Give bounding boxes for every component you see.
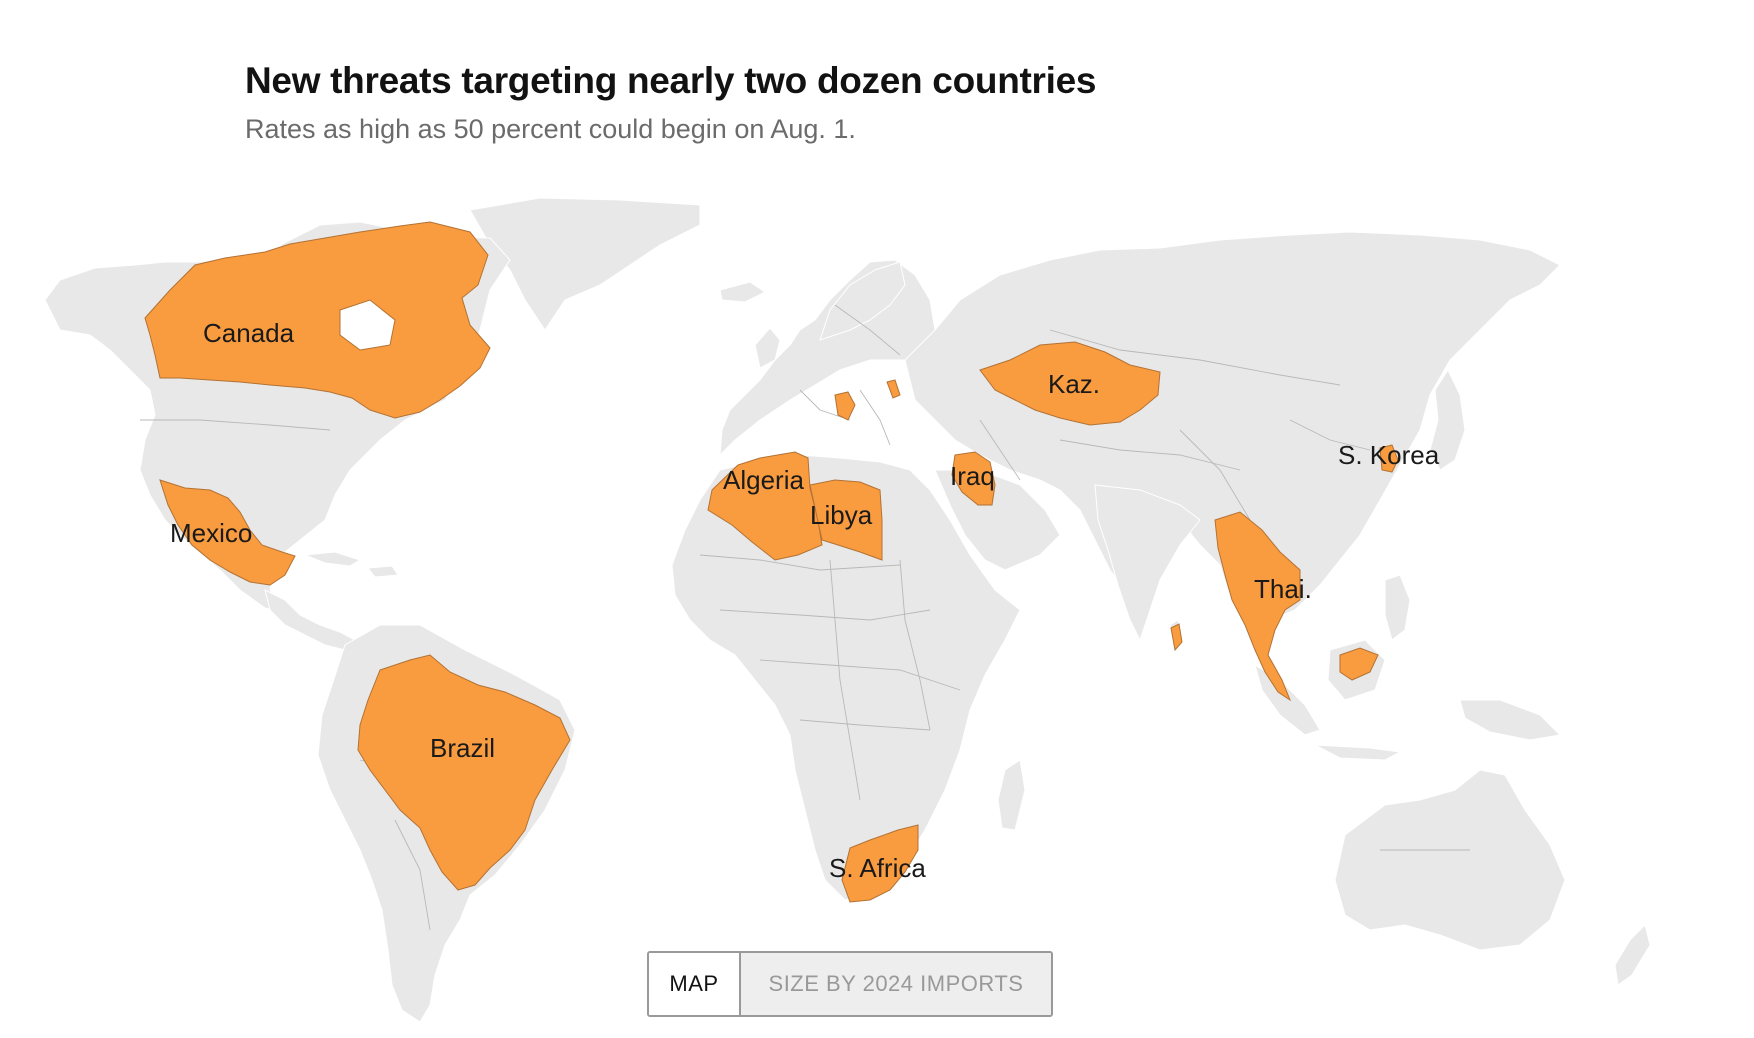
- label-mexico: Mexico: [170, 518, 252, 548]
- country-malaysia[interactable]: [1339, 647, 1379, 681]
- madagascar: [997, 759, 1026, 831]
- country-brazil[interactable]: [357, 654, 571, 891]
- label-iraq: Iraq: [950, 461, 995, 491]
- java: [1314, 744, 1402, 761]
- chart-header: New threats targeting nearly two dozen c…: [245, 60, 1096, 145]
- new-guinea: [1459, 699, 1562, 741]
- country-labels: Canada Mexico Brazil Algeria Libya Iraq …: [170, 318, 1440, 883]
- label-algeria: Algeria: [723, 465, 804, 495]
- map-title: New threats targeting nearly two dozen c…: [245, 60, 1097, 101]
- sumatra: [1254, 663, 1321, 736]
- country-kazakhstan[interactable]: [979, 341, 1161, 426]
- cuba: [304, 551, 362, 567]
- country-serbia[interactable]: [834, 391, 856, 421]
- country-moldova[interactable]: [886, 379, 901, 399]
- hispaniola: [367, 565, 399, 578]
- size-by-imports-button[interactable]: SIZE BY 2024 IMPORTS: [741, 953, 1051, 1015]
- label-s-korea: S. Korea: [1338, 440, 1440, 470]
- country-sri-lanka[interactable]: [1170, 623, 1183, 652]
- country-libya[interactable]: [809, 479, 883, 561]
- map-view-button[interactable]: MAP: [649, 953, 741, 1015]
- central-america: [264, 589, 356, 651]
- iceland: [719, 281, 766, 303]
- new-zealand: [1614, 924, 1651, 986]
- india: [1094, 484, 1201, 642]
- country-algeria[interactable]: [707, 451, 823, 561]
- country-south-africa[interactable]: [841, 824, 919, 903]
- label-kaz: Kaz.: [1048, 369, 1100, 399]
- japan: [1429, 368, 1466, 471]
- country-south-korea[interactable]: [1379, 444, 1399, 473]
- asia: [904, 231, 1561, 621]
- australia: [1334, 769, 1566, 951]
- label-canada: Canada: [203, 318, 295, 348]
- label-thai: Thai.: [1254, 574, 1312, 604]
- country-iraq[interactable]: [951, 451, 996, 506]
- view-toggle[interactable]: MAP SIZE BY 2024 IMPORTS: [647, 951, 1053, 1017]
- highlighted-countries: [144, 221, 1399, 903]
- greenland: [469, 197, 701, 331]
- label-s-africa: S. Africa: [829, 853, 926, 883]
- label-brazil: Brazil: [430, 733, 495, 763]
- scandinavia: [819, 261, 906, 341]
- uk: [754, 327, 781, 369]
- philippines: [1384, 574, 1411, 641]
- border-lines: [140, 304, 1470, 931]
- country-canada[interactable]: [144, 221, 491, 419]
- country-thailand-region[interactable]: [1214, 511, 1301, 702]
- hudson-bay-cut: [339, 299, 396, 351]
- country-mexico[interactable]: [159, 479, 296, 586]
- label-libya: Libya: [810, 500, 873, 530]
- map-subtitle: Rates as high as 50 percent could begin …: [245, 114, 856, 144]
